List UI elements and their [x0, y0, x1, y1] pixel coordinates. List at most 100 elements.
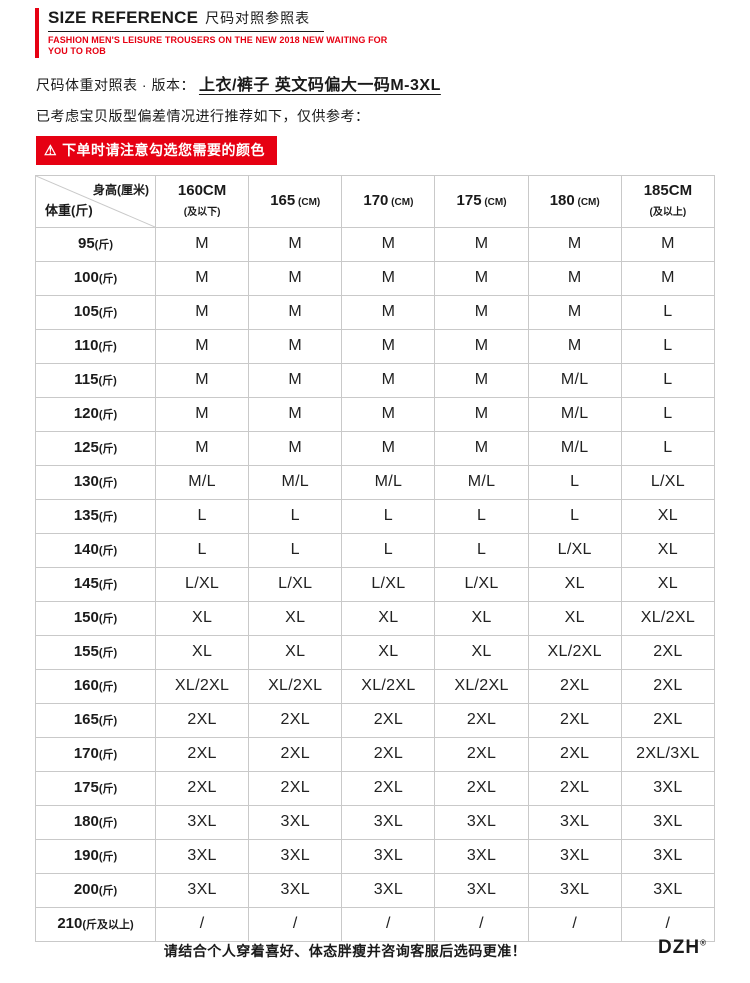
- height-value: 175: [456, 192, 482, 209]
- size-cell: 3XL: [248, 838, 343, 874]
- table-row: 145(斤) L/XL L/XL L/XL L/XL XL XL: [35, 566, 716, 602]
- size-cell: XL: [434, 634, 529, 670]
- size-cell: XL/2XL: [154, 668, 250, 704]
- warning-icon: ⚠: [44, 141, 58, 158]
- size-cell: XL: [527, 566, 622, 602]
- weight-value: 120: [73, 405, 99, 422]
- height-column-header: 170 (CM): [341, 174, 436, 228]
- height-unit: (CM): [481, 197, 507, 208]
- size-cell: L/XL: [248, 566, 343, 602]
- size-cell: L: [620, 328, 716, 364]
- size-cell: 2XL: [527, 736, 622, 772]
- weight-row-header: 150(斤): [35, 600, 156, 636]
- size-cell: M: [527, 260, 622, 296]
- table-row: 105(斤) M M M M M L: [35, 294, 716, 330]
- weight-row-header: 190(斤): [35, 838, 156, 874]
- size-cell: M: [248, 328, 343, 364]
- weight-row-header: 180(斤): [35, 804, 156, 840]
- size-cell: M: [154, 294, 250, 330]
- table-row: 125(斤) M M M M M/L L: [35, 430, 716, 466]
- size-cell: 3XL: [434, 872, 529, 908]
- size-cell: /: [341, 906, 436, 942]
- weight-unit: (斤): [98, 273, 118, 285]
- corner-weight-label: 体重(斤): [45, 203, 93, 219]
- weight-value: 110: [74, 337, 99, 354]
- size-cell: M: [527, 294, 622, 330]
- size-cell: L: [154, 532, 250, 568]
- weight-unit: (斤): [98, 477, 118, 489]
- height-value: 170: [363, 192, 389, 209]
- size-cell: L: [248, 498, 343, 534]
- weight-value: 95: [77, 235, 95, 252]
- height-unit: (及以下): [183, 207, 221, 218]
- size-cell: M: [248, 396, 343, 432]
- weight-unit: (斤): [98, 647, 118, 659]
- red-accent-bar: [35, 8, 39, 58]
- size-cell: M: [154, 396, 250, 432]
- size-cell: L: [527, 498, 622, 534]
- size-cell: 2XL: [620, 668, 716, 704]
- size-cell: M: [341, 294, 436, 330]
- size-cell: 2XL: [527, 702, 622, 738]
- footer-note: 请结合个人穿着喜好、体态胖瘦并咨询客服后选码更准！: [163, 943, 527, 959]
- weight-value: 100: [73, 269, 99, 286]
- size-cell: XL: [248, 600, 343, 636]
- weight-unit: (斤): [98, 511, 118, 523]
- weight-row-header: 120(斤): [35, 396, 156, 432]
- table-row: 210(斤及以上) / / / / / /: [35, 906, 716, 942]
- size-cell: 2XL: [620, 634, 716, 670]
- size-cell: 2XL: [154, 770, 250, 806]
- size-cell: M/L: [527, 396, 622, 432]
- size-cell: L: [341, 498, 436, 534]
- version-line: 尺码体重对照表 · 版本： 上衣/裤子 英文码偏大一码M-3XL: [36, 71, 715, 95]
- size-cell: 3XL: [620, 872, 716, 908]
- size-cell: 2XL: [248, 770, 343, 806]
- size-cell: XL: [154, 634, 250, 670]
- weight-value: 115: [74, 371, 99, 388]
- weight-row-header: 105(斤): [35, 294, 156, 330]
- size-cell: M/L: [341, 464, 436, 500]
- version-prefix: 尺码体重对照表 · 版本：: [36, 76, 195, 93]
- height-column-header: 160CM (及以下): [154, 174, 250, 228]
- size-cell: XL: [248, 634, 343, 670]
- size-cell: M: [434, 396, 529, 432]
- brand-registered-mark: ®: [700, 938, 707, 948]
- height-unit: (CM): [295, 197, 321, 208]
- table-row: 115(斤) M M M M M/L L: [35, 362, 716, 398]
- height-unit: (CM): [574, 197, 600, 208]
- weight-value: 105: [73, 303, 99, 320]
- table-row: 110(斤) M M M M M L: [35, 328, 716, 364]
- table-row: 165(斤) 2XL 2XL 2XL 2XL 2XL 2XL: [35, 702, 716, 738]
- weight-value: 145: [73, 575, 99, 592]
- weight-value: 130: [73, 473, 99, 490]
- weight-value: 210: [57, 915, 83, 932]
- size-cell: 3XL: [154, 872, 250, 908]
- size-cell: M: [620, 260, 716, 296]
- size-cell: 2XL: [154, 736, 250, 772]
- recommendation-note: 已考虑宝贝版型偏差情况进行推荐如下，仅供参考：: [36, 107, 370, 124]
- size-cell: /: [248, 906, 343, 942]
- weight-unit: (斤): [98, 681, 118, 693]
- size-cell: M: [434, 328, 529, 364]
- size-cell: 2XL: [341, 702, 436, 738]
- weight-row-header: 115(斤): [35, 362, 156, 398]
- weight-unit: (斤): [98, 783, 118, 795]
- weight-row-header: 210(斤及以上): [35, 906, 156, 942]
- size-cell: L: [341, 532, 436, 568]
- size-cell: M: [248, 430, 343, 466]
- size-cell: M: [248, 260, 343, 296]
- weight-value: 160: [73, 677, 99, 694]
- size-cell: 2XL/3XL: [620, 736, 716, 772]
- height-value: 160CM: [177, 182, 227, 199]
- size-cell: L: [434, 498, 529, 534]
- size-cell: 2XL: [434, 736, 529, 772]
- table-row: 135(斤) L L L L L XL: [35, 498, 716, 534]
- size-cell: M/L: [527, 362, 622, 398]
- weight-value: 165: [73, 711, 99, 728]
- size-cell: L/XL: [527, 532, 622, 568]
- weight-row-header: 155(斤): [35, 634, 156, 670]
- height-column-header: 165 (CM): [248, 174, 343, 228]
- page-title: SIZE REFERENCE 尺码对照参照表: [48, 8, 325, 32]
- weight-row-header: 135(斤): [35, 498, 156, 534]
- size-cell: M: [248, 226, 343, 262]
